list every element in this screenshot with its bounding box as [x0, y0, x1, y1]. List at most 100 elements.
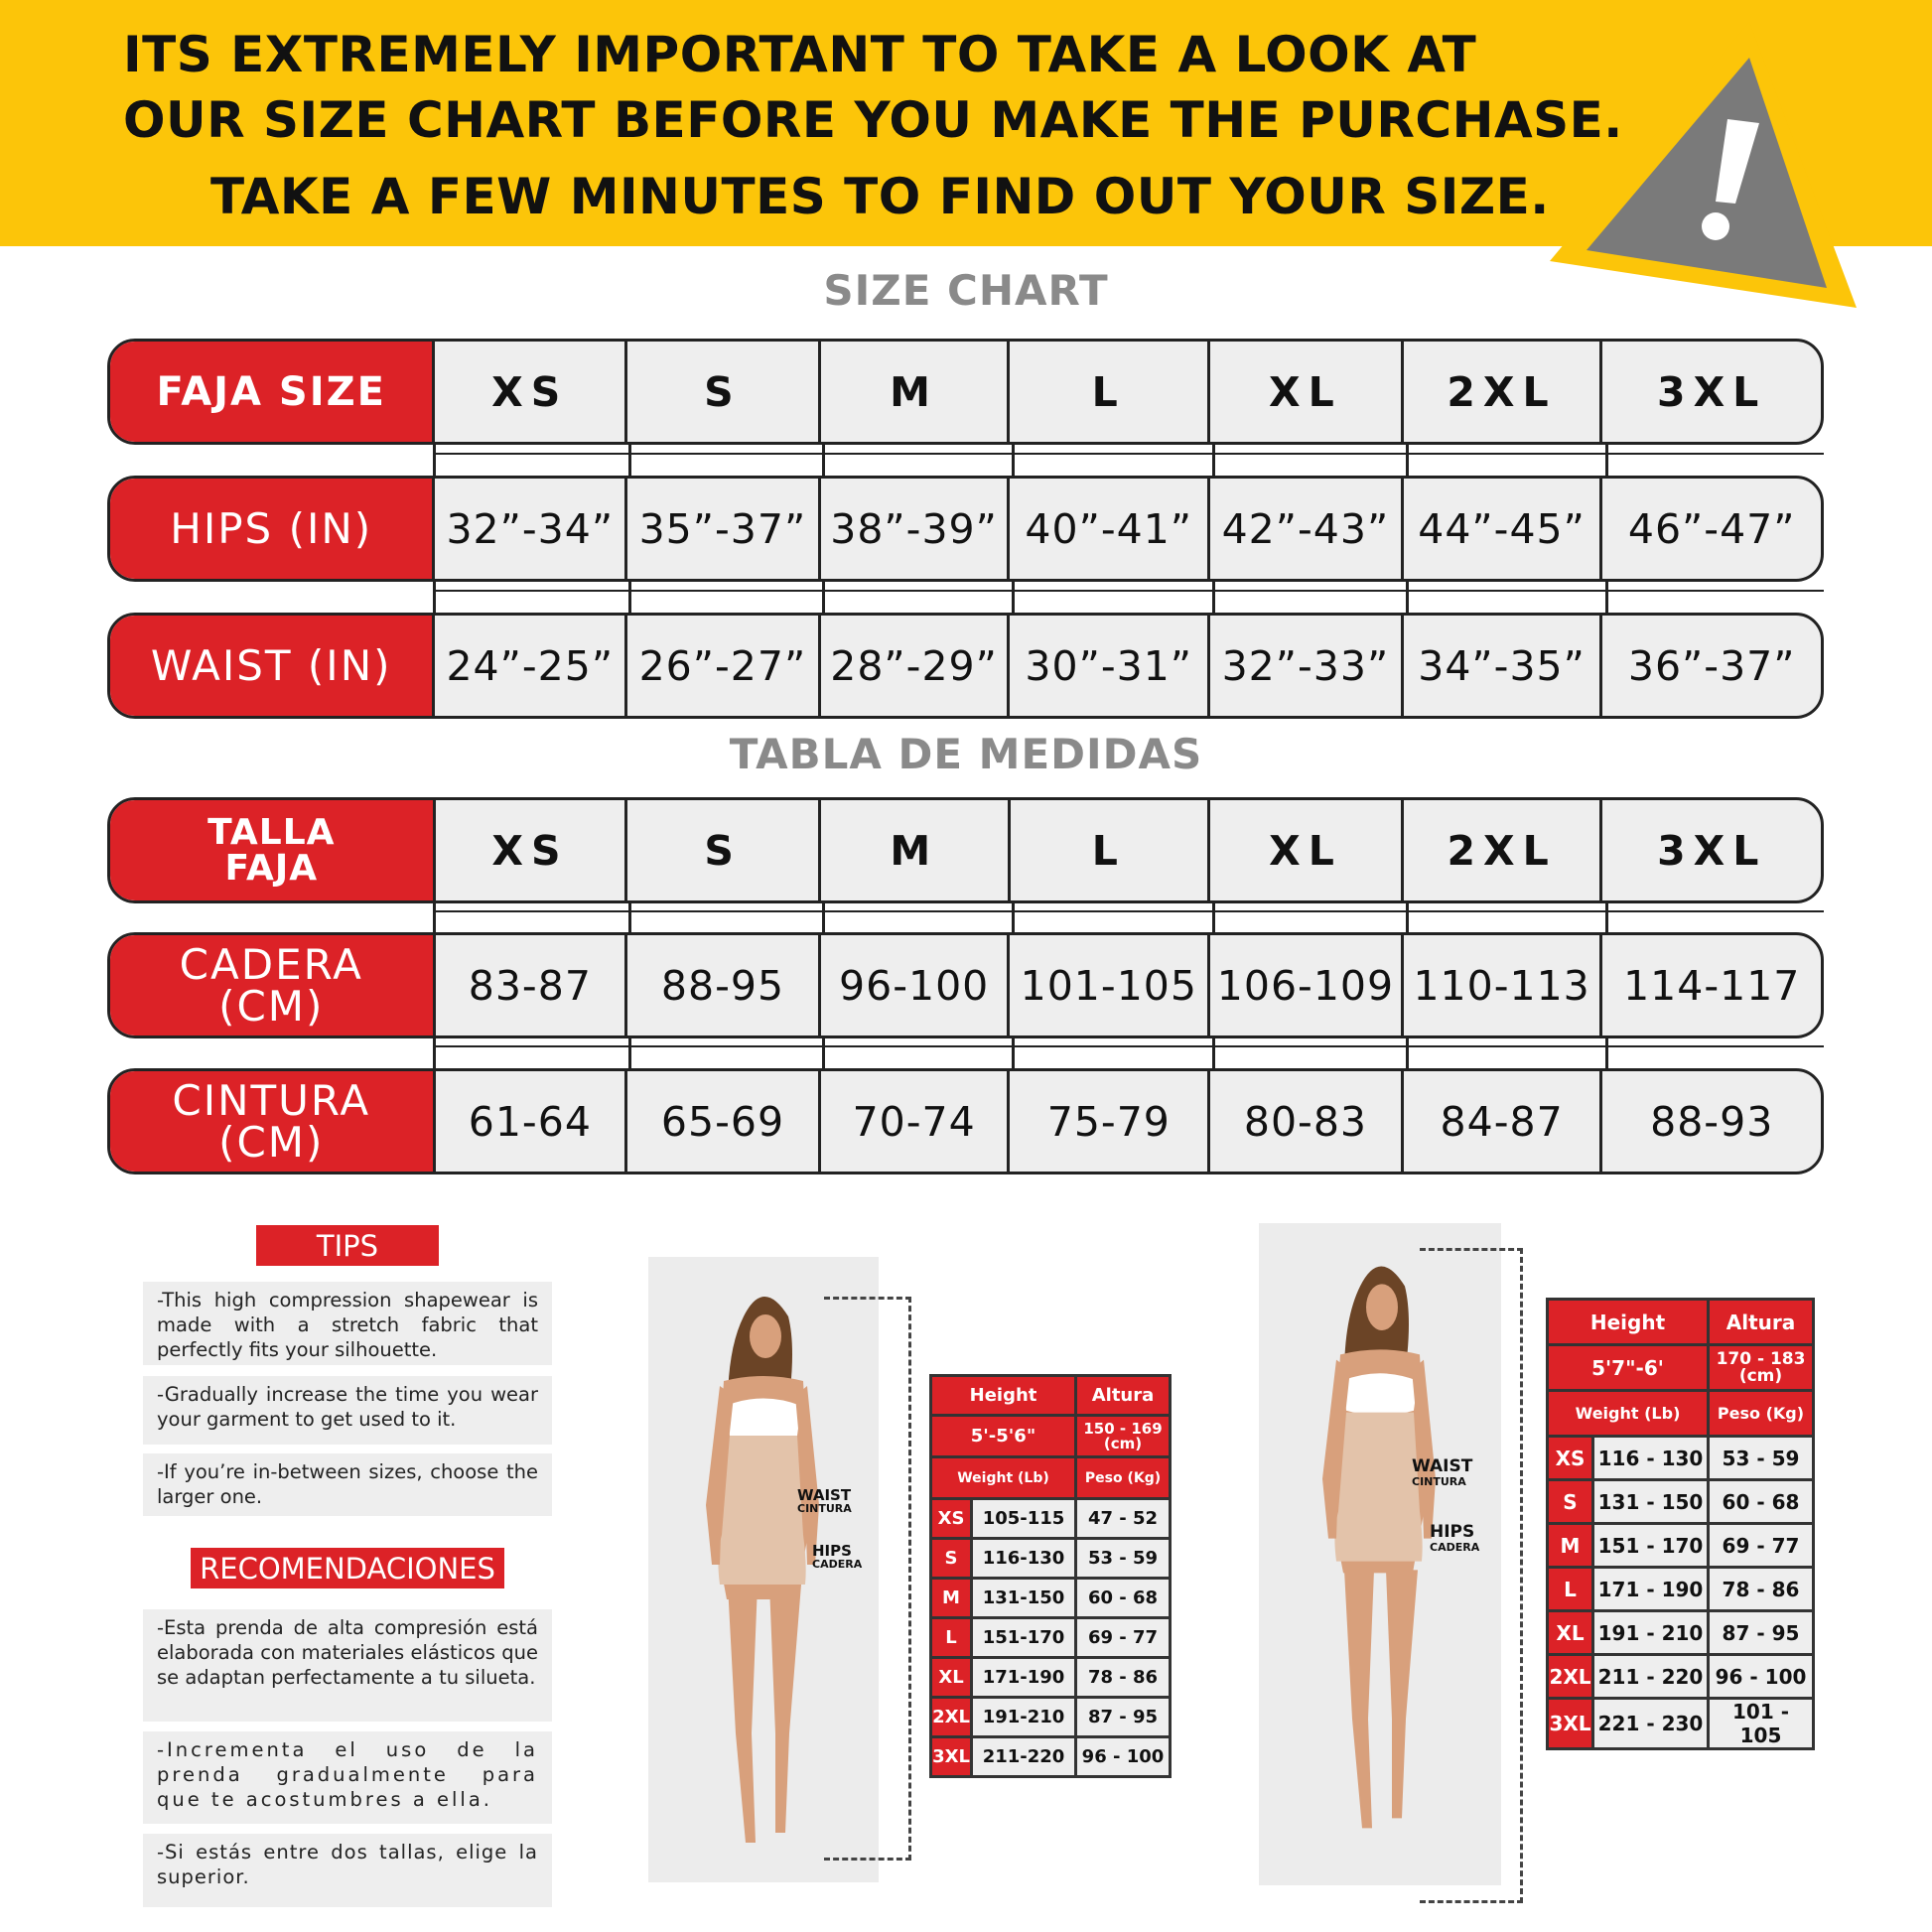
- size-label: S: [929, 1537, 973, 1580]
- size-label: XL: [1546, 1609, 1594, 1656]
- altura-header: Altura: [1074, 1374, 1172, 1417]
- size-cell: 101-105: [1010, 935, 1211, 1035]
- size-cell: M: [821, 342, 1011, 442]
- peso-header: Peso (Kg): [1707, 1389, 1815, 1438]
- size-cell: 38”-39”: [821, 479, 1011, 579]
- peso-value: 47 - 52: [1074, 1497, 1172, 1540]
- size-cell: 26”-27”: [627, 616, 821, 716]
- size-cell: XS: [436, 800, 628, 900]
- size-cell: 42”-43”: [1210, 479, 1404, 579]
- size-cell: 28”-29”: [821, 616, 1011, 716]
- row-label: TALLA FAJA: [110, 800, 436, 900]
- waist-label: WAIST CINTURA: [797, 1486, 852, 1516]
- size-cell: L: [1011, 800, 1211, 900]
- size-cell: 2XL: [1404, 800, 1603, 900]
- weight-value: 191-210: [970, 1696, 1077, 1738]
- height-range: 5'7"-6': [1546, 1343, 1710, 1392]
- size-cell: S: [627, 800, 821, 900]
- size-cell: 3XL: [1657, 826, 1767, 875]
- hips-label: HIPS CADERA: [812, 1542, 863, 1572]
- size-cell: 2XL: [1404, 342, 1603, 442]
- size-label: 3XL: [929, 1735, 973, 1778]
- banner-line-3: TAKE A FEW MINUTES TO FIND OUT YOUR SIZE…: [210, 168, 1550, 225]
- table-row: 3XL 211-220 96 - 100: [929, 1735, 1172, 1778]
- table-row: S 116-130 53 - 59: [929, 1537, 1172, 1580]
- size-label: XS: [929, 1497, 973, 1540]
- table-row: XL 171-190 78 - 86: [929, 1656, 1172, 1699]
- peso-value: 101 - 105: [1707, 1697, 1815, 1750]
- row-connector: [0, 903, 1932, 932]
- size-cell: 65-69: [627, 1071, 821, 1172]
- hips-label: HIPS CADERA: [1430, 1522, 1480, 1555]
- altura-range: 170 - 183 (cm): [1707, 1343, 1815, 1392]
- row-connector: [0, 445, 1932, 476]
- size-cell: 84-87: [1404, 1071, 1603, 1172]
- row-connector: [0, 582, 1932, 613]
- size-cell: M: [821, 800, 1011, 900]
- size-cell: 75-79: [1010, 1071, 1211, 1172]
- size-cell: 32”-33”: [1210, 616, 1404, 716]
- rec-item: -Esta prenda de alta compresión está ela…: [143, 1609, 552, 1722]
- size-cell: S: [627, 342, 821, 442]
- tip-item: -Gradually increase the time you wear yo…: [143, 1376, 552, 1445]
- table-row: M 131-150 60 - 68: [929, 1577, 1172, 1619]
- size-cell: 70-74: [821, 1071, 1011, 1172]
- recomendaciones-heading: RECOMENDACIONES: [191, 1548, 504, 1588]
- size_chart-row: WAIST (IN) 24”-25” 26”-27” 28”-29” 30”-31” 32…: [107, 613, 1824, 719]
- peso-value: 96 - 100: [1074, 1735, 1172, 1778]
- size-chart-title: SIZE CHART: [823, 266, 1109, 315]
- size-cell: 61-64: [436, 1071, 628, 1172]
- tip-item: -This high compression shapewear is made…: [143, 1282, 552, 1365]
- size-label: 2XL: [1546, 1653, 1594, 1700]
- size-cell: 88-95: [627, 935, 821, 1035]
- size-label: 2XL: [929, 1696, 973, 1738]
- peso-value: 96 - 100: [1707, 1653, 1815, 1700]
- peso-value: 53 - 59: [1707, 1435, 1815, 1481]
- peso-value: 78 - 86: [1707, 1566, 1815, 1612]
- height-header: Height: [929, 1374, 1077, 1417]
- height-weight-table: Height Altura 5'7"-6' 170 - 183 (cm) Weigh…: [1546, 1298, 1815, 1750]
- size-label: XL: [929, 1656, 973, 1699]
- peso-value: 60 - 68: [1074, 1577, 1172, 1619]
- size-cell: 96-100: [821, 935, 1011, 1035]
- size-label: M: [929, 1577, 973, 1619]
- size-cell: 30”-31”: [1010, 616, 1211, 716]
- tips-heading: TIPS: [256, 1225, 439, 1266]
- weight-header: Weight (Lb): [929, 1455, 1077, 1500]
- row-label: CADERA (CM): [110, 935, 436, 1035]
- table-row: 2XL 211 - 220 96 - 100: [1546, 1653, 1815, 1700]
- tabla-title: TABLA DE MEDIDAS: [729, 730, 1203, 778]
- weight-value: 191 - 210: [1591, 1609, 1710, 1656]
- row-label: HIPS (IN): [110, 479, 436, 579]
- altura-range: 150 - 169 (cm): [1074, 1414, 1172, 1458]
- size-cell: L: [1010, 342, 1211, 442]
- size-cell: 114-117: [1623, 961, 1801, 1010]
- size-cell: 36”-37”: [1627, 641, 1796, 690]
- size-cell: 40”-41”: [1010, 479, 1211, 579]
- size-cell: 35”-37”: [627, 479, 821, 579]
- weight-value: 151 - 170: [1591, 1522, 1710, 1569]
- size-cell: 83-87: [436, 935, 628, 1035]
- table-row: 2XL 191-210 87 - 95: [929, 1696, 1172, 1738]
- size-label: M: [1546, 1522, 1594, 1569]
- table-row: L 171 - 190 78 - 86: [1546, 1566, 1815, 1612]
- size-cell: 44”-45”: [1404, 479, 1603, 579]
- size-cell: 80-83: [1210, 1071, 1404, 1172]
- warning-triangle-icon: [1550, 22, 1857, 308]
- model-figure-icon: [706, 1297, 819, 1843]
- model-figure-icon: [1322, 1266, 1436, 1829]
- weight-value: 221 - 230: [1591, 1697, 1710, 1750]
- weight-value: 211-220: [970, 1735, 1077, 1778]
- banner-line-2: OUR SIZE CHART BEFORE YOU MAKE THE PURCH…: [123, 91, 1623, 149]
- size-label: XS: [1546, 1435, 1594, 1481]
- row-label: CINTURA (CM): [110, 1071, 436, 1172]
- table-row: 3XL 221 - 230 101 - 105: [1546, 1697, 1815, 1750]
- tabla-row: CADERA (CM) 83-87 88-95 96-100 101-105 106-10…: [107, 932, 1824, 1038]
- size-cell: 110-113: [1404, 935, 1603, 1035]
- weight-value: 211 - 220: [1591, 1653, 1710, 1700]
- weight-value: 151-170: [970, 1616, 1077, 1659]
- peso-value: 53 - 59: [1074, 1537, 1172, 1580]
- table-row: L 151-170 69 - 77: [929, 1616, 1172, 1659]
- row-label: WAIST (IN): [110, 616, 436, 716]
- weight-value: 131-150: [970, 1577, 1077, 1619]
